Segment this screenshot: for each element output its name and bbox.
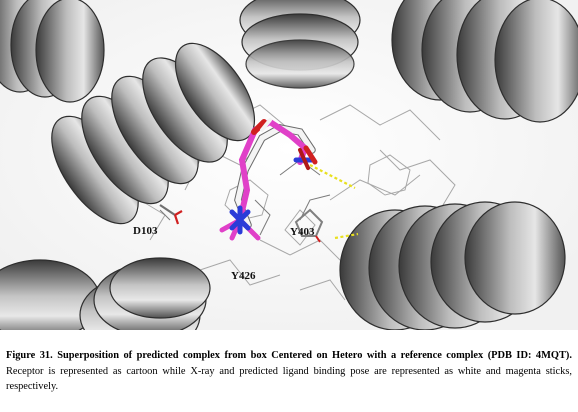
residue-label-d103: D103 bbox=[133, 225, 158, 237]
helix-top-left bbox=[0, 0, 105, 103]
xray-ligand-white-sticks bbox=[234, 124, 316, 229]
residue-y403-sticks bbox=[294, 208, 324, 243]
molecular-figure: D103 Y403 Y426 bbox=[0, 0, 578, 330]
hydrogen-bonds bbox=[309, 164, 359, 240]
figure-caption: Figure 31. Superposition of predicted co… bbox=[6, 348, 572, 395]
ligand-atoms bbox=[229, 118, 318, 235]
residue-label-y403: Y403 bbox=[290, 226, 315, 238]
helix-top-right bbox=[391, 0, 578, 123]
caption-bold-text: Superposition of predicted complex from … bbox=[57, 350, 572, 361]
helix-top-center bbox=[239, 0, 361, 89]
caption-body-text: Receptor is represented as cartoon while… bbox=[6, 365, 572, 393]
residue-label-y426: Y426 bbox=[231, 270, 256, 282]
helix-left-large bbox=[51, 42, 256, 225]
helix-bottom-left bbox=[0, 257, 211, 330]
figure-canvas: D103 Y403 Y426 bbox=[0, 0, 578, 330]
caption-label: Figure 31. bbox=[6, 350, 53, 361]
residue-d103-sticks bbox=[159, 204, 183, 225]
helix-right-bottom bbox=[339, 201, 566, 330]
